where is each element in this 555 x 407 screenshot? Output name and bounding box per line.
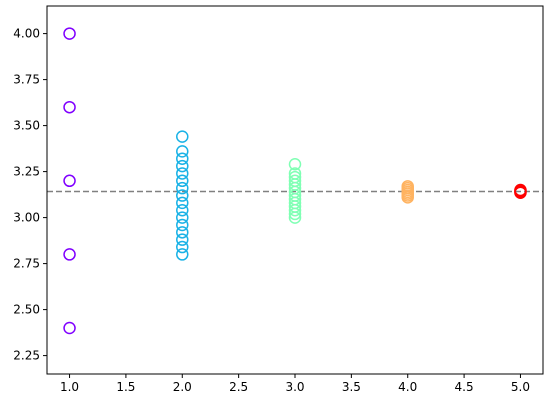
- series-5: [514, 183, 527, 200]
- data-point: [514, 183, 527, 197]
- series-1: [63, 27, 76, 335]
- data-point: [63, 27, 76, 40]
- data-point: [176, 145, 189, 158]
- y-tick-label: 3.75: [13, 73, 40, 87]
- data-point: [176, 240, 189, 254]
- x-tick-label: 3.0: [285, 380, 304, 394]
- data-point: [176, 248, 189, 261]
- data-point: [176, 181, 189, 195]
- series-2: [176, 130, 189, 261]
- data-point: [63, 100, 76, 114]
- data-point: [176, 218, 189, 232]
- data-point: [176, 189, 189, 202]
- data-point: [288, 157, 302, 171]
- x-tick-label: 2.5: [229, 380, 248, 394]
- series-4: [401, 180, 414, 204]
- data-point: [176, 159, 189, 173]
- data-point: [63, 248, 76, 261]
- data-point: [63, 174, 76, 188]
- y-tick-label: 2.50: [13, 303, 40, 317]
- x-tick-label: 5.0: [511, 380, 530, 394]
- y-tick-label: 2.25: [13, 349, 40, 363]
- data-point: [176, 152, 189, 165]
- plot-frame: [46, 5, 544, 375]
- data-point: [176, 130, 189, 143]
- data-point: [176, 196, 189, 210]
- data-point: [176, 226, 189, 239]
- x-tick-label: 4.5: [455, 380, 474, 394]
- data-point: [176, 167, 189, 180]
- data-point: [63, 321, 76, 335]
- x-tick-label: 4.0: [398, 380, 417, 394]
- data-point: [288, 167, 302, 180]
- x-tick-label: 1.5: [116, 380, 135, 394]
- y-tick-label: 2.75: [13, 257, 40, 271]
- data-point: [176, 174, 189, 188]
- y-tick-label: 3.00: [13, 211, 40, 225]
- series-3: [288, 157, 302, 224]
- data-point: [176, 203, 189, 217]
- x-tick-label: 2.0: [173, 380, 192, 394]
- data-point: [176, 233, 189, 246]
- y-tick-label: 3.50: [13, 119, 40, 133]
- x-tick-label: 1.0: [60, 380, 79, 394]
- data-point: [288, 174, 302, 188]
- y-tick-label: 3.25: [13, 165, 40, 179]
- x-tick-label: 3.5: [342, 380, 361, 394]
- data-point: [401, 180, 414, 193]
- y-tick-label: 4.00: [13, 27, 40, 41]
- data-point: [176, 211, 189, 224]
- data-point: [288, 170, 302, 184]
